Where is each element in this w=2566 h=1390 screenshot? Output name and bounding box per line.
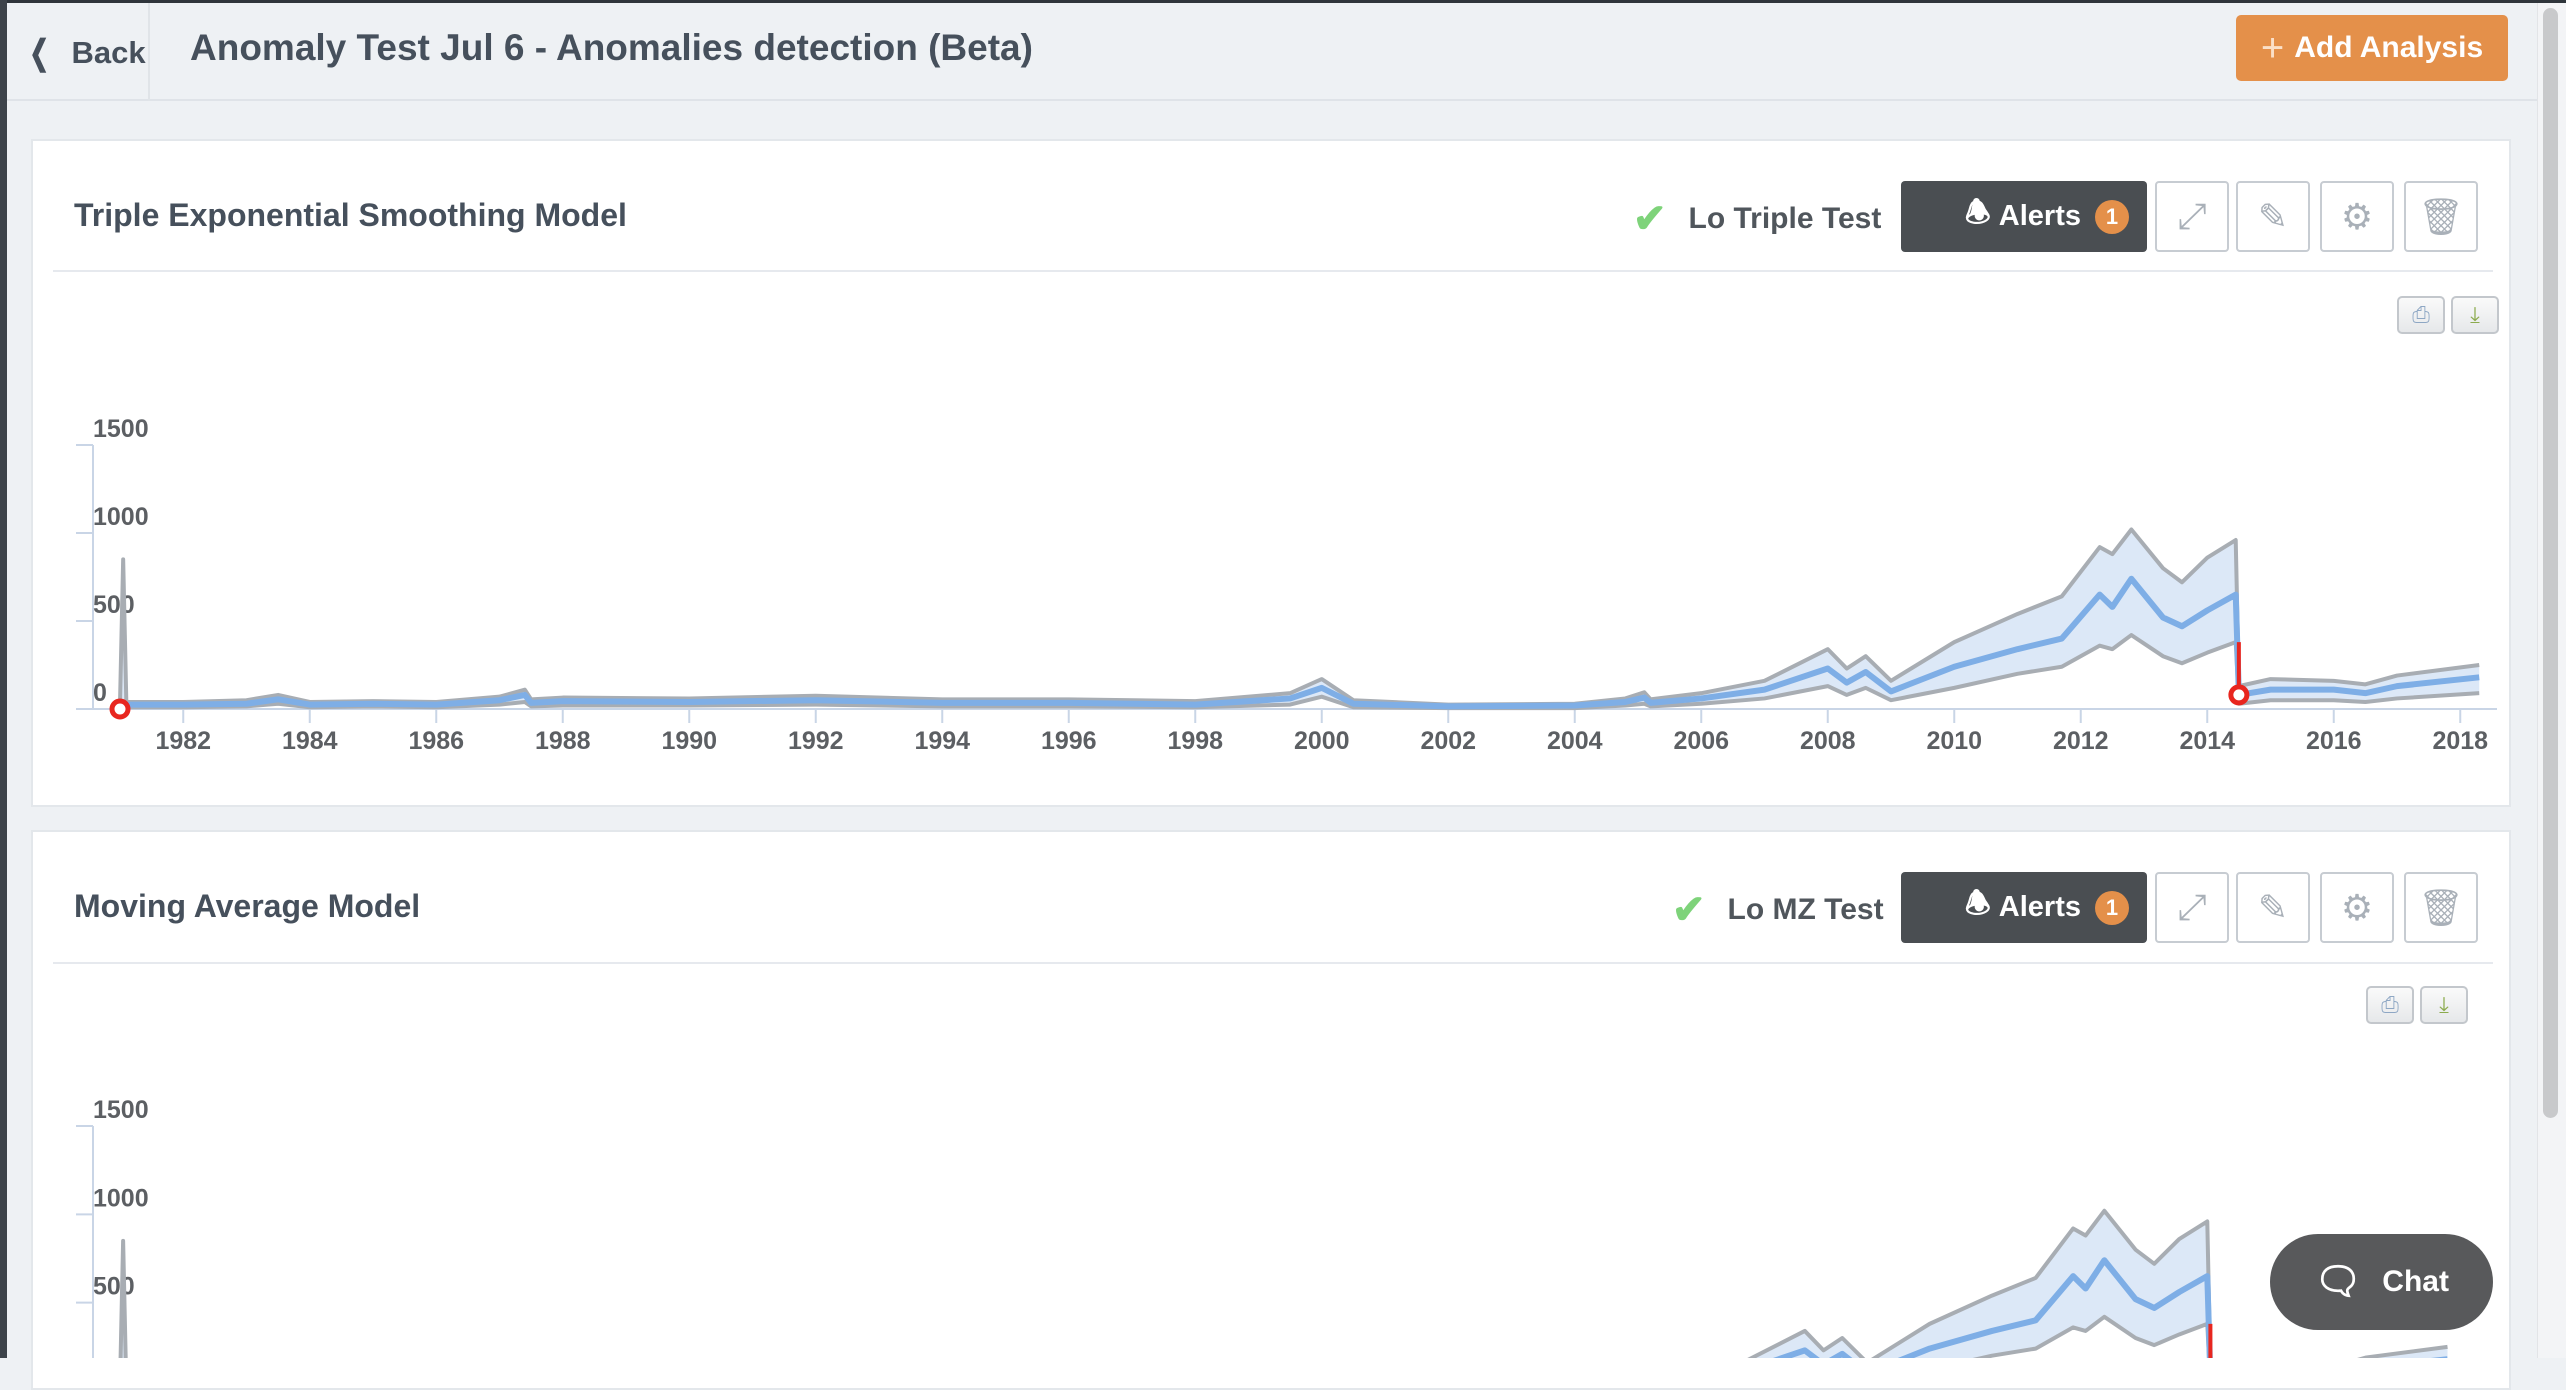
bell-icon: 🕭	[1964, 888, 1991, 920]
check-icon: ✔	[1672, 888, 1706, 932]
x-tick-label: 2004	[1547, 727, 1603, 755]
status-label: Lo MZ Test	[1727, 893, 1884, 926]
x-tick-label: 2008	[1800, 727, 1856, 755]
expand-icon: ⤢	[2177, 195, 2207, 236]
value-line	[1773, 1257, 2448, 1358]
y-tick-label: 1500	[93, 415, 149, 443]
bell-icon: 🕭	[1964, 197, 1991, 229]
print-icon: ⎙	[2381, 992, 2399, 1017]
plot-area: 0 500 1000 1500 1982 1984 1986 1988 1990 1992 1994…	[76, 415, 2497, 755]
edit-button[interactable]: ✎	[2236, 181, 2310, 252]
back-label: Back	[71, 35, 146, 70]
lower-bound-line	[1972, 1314, 2212, 1358]
page-title: Anomaly Test Jul 6 - Anomalies detection…	[190, 27, 1033, 68]
trash-icon: 🗑	[2418, 886, 2464, 928]
status-indicator: ✔ Lo MZ Test	[1672, 887, 1884, 933]
plus-icon: +	[2260, 25, 2285, 70]
back-button[interactable]: ❮ Back	[25, 31, 146, 75]
y-tick-label: 1000	[93, 1184, 149, 1212]
x-tick-label: 1992	[788, 727, 844, 755]
x-tick-label: 2002	[1420, 727, 1476, 755]
expand-button[interactable]: ⤢	[2155, 872, 2229, 943]
expand-button[interactable]: ⤢	[2155, 181, 2229, 252]
sidebar-edge	[0, 0, 7, 1358]
check-icon: ✔	[1633, 197, 1667, 241]
anomaly-marker	[2228, 684, 2250, 706]
x-tick-label: 1988	[535, 727, 591, 755]
plot-area: 500 1000 1500	[76, 1096, 2448, 1358]
alerts-count-badge: 1	[2095, 890, 2129, 925]
alerts-button[interactable]: 🕭 Alerts 1	[1901, 872, 2147, 943]
add-analysis-button[interactable]: + Add Analysis	[2236, 15, 2508, 81]
download-button[interactable]: ⤓	[2451, 296, 2499, 334]
expand-icon: ⤢	[2177, 886, 2207, 927]
x-tick-label: 1996	[1041, 727, 1097, 755]
card-divider	[53, 270, 2493, 272]
pencil-icon: ✎	[2257, 886, 2289, 928]
y-tick-label: 500	[93, 1273, 135, 1301]
y-tick-label: 1500	[93, 1096, 149, 1124]
x-tick-label: 1998	[1167, 727, 1223, 755]
y-tick-label: 1000	[93, 503, 149, 531]
status-label: Lo Triple Test	[1688, 202, 1882, 235]
print-button[interactable]: ⎙	[2366, 986, 2414, 1024]
card-divider	[53, 962, 2493, 964]
alerts-label: Alerts	[1998, 200, 2081, 232]
x-tick-label: 1986	[408, 727, 464, 755]
chevron-left-icon: ❮	[29, 34, 50, 72]
x-tick-label: 1982	[155, 727, 211, 755]
anomaly-marker	[109, 698, 131, 720]
card-title: Moving Average Model	[74, 888, 421, 924]
status-indicator: ✔ Lo Triple Test	[1633, 196, 1881, 242]
confidence-band	[120, 1210, 2448, 1358]
add-analysis-label: Add Analysis	[2294, 31, 2484, 64]
x-tick-label: 2006	[1673, 727, 1729, 755]
alerts-button[interactable]: 🕭 Alerts 1	[1901, 181, 2147, 252]
y-tick-label: 500	[93, 591, 135, 619]
x-tick-label: 2014	[2179, 727, 2235, 755]
print-button[interactable]: ⎙	[2397, 296, 2445, 334]
window-top-border	[0, 0, 2566, 3]
x-tick-label: 2016	[2306, 727, 2362, 755]
x-tick-label: 2000	[1294, 727, 1350, 755]
scrollbar-thumb[interactable]	[2543, 8, 2558, 1118]
x-tick-label: 2018	[2432, 727, 2488, 755]
delete-button[interactable]: 🗑	[2404, 872, 2478, 943]
chat-label: Chat	[2382, 1265, 2449, 1298]
settings-button[interactable]: ⚙	[2320, 872, 2394, 943]
gear-icon: ⚙	[2340, 195, 2374, 237]
page-header: ❮ Back Anomaly Test Jul 6 - Anomalies de…	[7, 3, 2537, 101]
x-tick-label: 1994	[914, 727, 970, 755]
chat-button[interactable]: 🗨 Chat	[2270, 1234, 2493, 1330]
edit-button[interactable]: ✎	[2236, 872, 2310, 943]
x-tick-label: 2012	[2053, 727, 2109, 755]
value-line	[118, 575, 2480, 711]
y-tick-label: 0	[93, 679, 107, 707]
print-icon: ⎙	[2412, 302, 2430, 327]
card-title: Triple Exponential Smoothing Model	[74, 197, 627, 233]
trash-icon: 🗑	[2418, 195, 2464, 237]
download-icon: ⤓	[2439, 992, 2449, 1017]
upper-bound-line	[118, 1208, 2448, 1358]
gear-icon: ⚙	[2340, 886, 2374, 928]
x-tick-label: 1990	[661, 727, 717, 755]
header-divider	[148, 3, 150, 101]
chart-triple-exponential: 0 500 1000 1500 1982 1984 1986 1988 1990 1992 1994…	[76, 415, 2497, 755]
download-button[interactable]: ⤓	[2420, 986, 2468, 1024]
alerts-count-badge: 1	[2095, 199, 2129, 234]
alerts-label: Alerts	[1998, 891, 2081, 923]
chart-moving-average: 500 1000 1500	[76, 1096, 2448, 1358]
x-tick-label: 2010	[1926, 727, 1982, 755]
delete-button[interactable]: 🗑	[2404, 181, 2478, 252]
x-tick-label: 1984	[282, 727, 338, 755]
settings-button[interactable]: ⚙	[2320, 181, 2394, 252]
pencil-icon: ✎	[2257, 195, 2289, 237]
chat-bubble-icon: 🗨	[2314, 1261, 2363, 1303]
analysis-card-moving-average: Moving Average Model ✔ Lo MZ Test 🕭 Aler…	[31, 830, 2511, 1390]
download-icon: ⤓	[2470, 302, 2480, 327]
